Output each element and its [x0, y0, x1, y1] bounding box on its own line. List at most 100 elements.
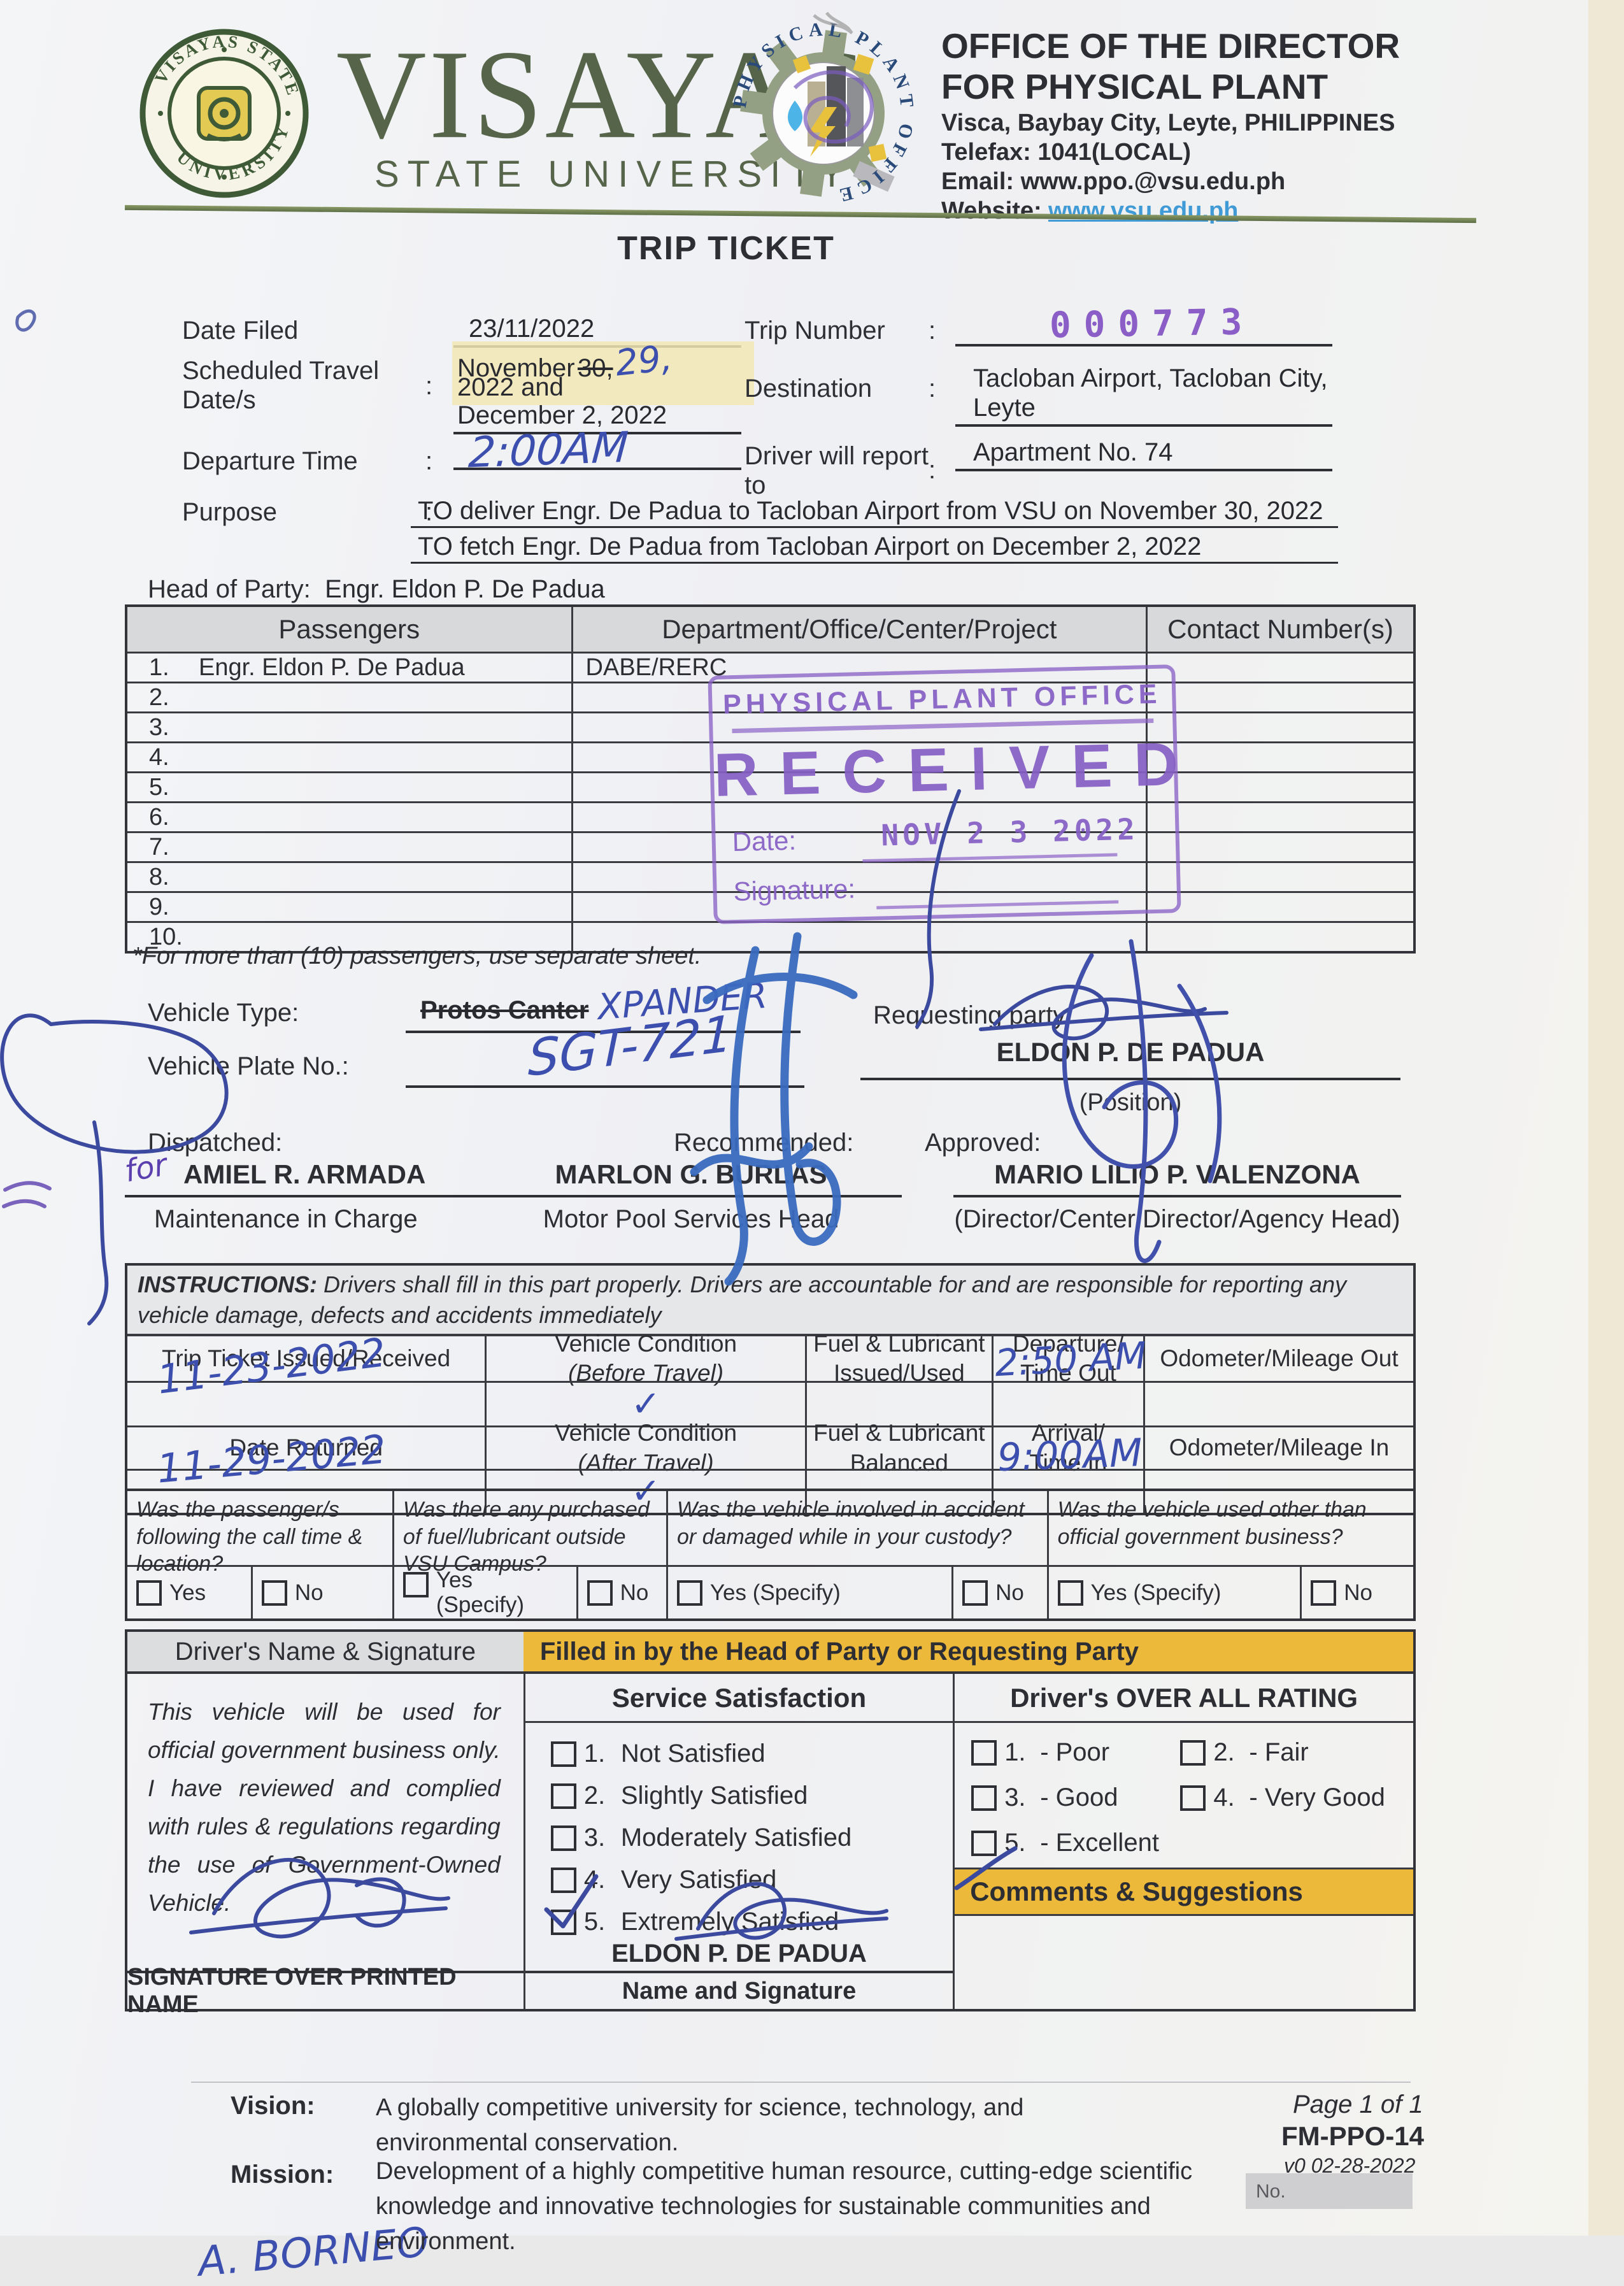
- passenger-dept: [571, 743, 1146, 771]
- answer-cell: Yes (Specify): [1046, 1567, 1300, 1618]
- passenger-dept: [571, 803, 1146, 831]
- sched-label-1: Scheduled Travel: [182, 357, 380, 385]
- rating-option: 2. - Fair: [1180, 1738, 1407, 1767]
- row-number: 2.: [149, 683, 169, 711]
- mission-text: Development of a highly competitive huma…: [376, 2158, 1193, 2255]
- checkbox: [1180, 1740, 1206, 1766]
- passenger-contact: [1146, 713, 1413, 741]
- answer-cell: No: [576, 1567, 666, 1618]
- passenger-dept: [571, 833, 1146, 861]
- row-number: 4.: [149, 743, 169, 771]
- checkbox: [962, 1580, 988, 1606]
- stamp-office-line: PHYSICAL PLANT OFFICE: [722, 678, 1162, 720]
- instr-value-cell: [127, 1469, 485, 1513]
- passenger-row: 5.: [127, 771, 1413, 801]
- row-number: 10.: [149, 923, 183, 950]
- vision-text: A globally competitive university for sc…: [376, 2094, 1024, 2157]
- col-header-contact: Contact Number(s): [1146, 607, 1413, 652]
- vsu-seal-logo: VISAYAS STATE UNIVERSITY: [139, 29, 309, 198]
- rating-option: 4. - Very Good: [1180, 1783, 1407, 1812]
- passenger-contact: [1146, 923, 1413, 951]
- party-printed-name: ELDON P. DE PADUA: [611, 1940, 867, 1968]
- checkbox: [550, 1909, 576, 1935]
- office-email: Email: www.ppo.@vsu.edu.ph: [941, 168, 1286, 195]
- passenger-dept: [571, 863, 1146, 891]
- satisfaction-option: 3. Moderately Satisfied: [550, 1824, 953, 1852]
- passenger-contact: [1146, 833, 1413, 861]
- trip-number-colon: :: [929, 317, 936, 345]
- passenger-row: 7.: [127, 831, 1413, 861]
- trip-number-stamped-value: 000773: [1049, 301, 1255, 346]
- dispatched-name: AMIEL R. ARMADA: [183, 1159, 426, 1189]
- underline: [411, 562, 1338, 564]
- row-number: 6.: [149, 803, 169, 831]
- service-satisfaction-title: Service Satisfaction: [525, 1674, 953, 1723]
- dispatched-for-handwritten: for: [122, 1147, 170, 1190]
- underline: [860, 1078, 1400, 1080]
- form-code: FM-PPO-14: [1281, 2121, 1425, 2151]
- highlight-mark: [452, 341, 754, 405]
- dispatched-label: Dispatched:: [148, 1129, 283, 1157]
- filled-by-header: Filled in by the Head of Party or Reques…: [523, 1632, 1413, 1671]
- underline: [955, 469, 1332, 471]
- instructions-table: INSTRUCTIONS: Drivers shall fill in this…: [125, 1263, 1416, 1516]
- row-number: 7.: [149, 833, 169, 861]
- stamp-date-value: NOV 2 3 2022: [880, 811, 1139, 853]
- checkbox: [971, 1830, 997, 1856]
- vehicle-plate-label: Vehicle Plate No.:: [148, 1052, 349, 1080]
- row-number: 9.: [149, 893, 169, 920]
- checkmark: ✓: [630, 1383, 661, 1425]
- passenger-contact: [1146, 743, 1413, 771]
- departure-label: Departure Time: [182, 447, 358, 475]
- passenger-dept: [571, 923, 1146, 951]
- sched-value-handwritten-day: 29,: [613, 337, 674, 385]
- head-of-party-label: Head of Party:: [148, 575, 311, 603]
- instr-value-cell: [805, 1381, 992, 1426]
- col-header-department: Department/Office/Center/Project: [571, 607, 1146, 652]
- instr-header-cell: Trip Ticket Issued/Received: [127, 1334, 485, 1381]
- passenger-contact: [1146, 893, 1413, 921]
- row-number: 5.: [149, 773, 169, 801]
- passenger-name: Engr. Eldon P. De Padua: [199, 654, 465, 681]
- checkbox: [550, 1825, 576, 1851]
- answer-cell: No: [250, 1567, 392, 1618]
- approved-title: (Director/Center Director/Agency Head): [954, 1205, 1400, 1233]
- recommended-name: MARLON G. BURLAS: [555, 1159, 827, 1189]
- destination-value-2: Leyte: [973, 394, 1036, 422]
- instr-value-cell: ✓: [485, 1381, 805, 1426]
- approved-name: MARIO LILIO P. VALENZONA: [994, 1159, 1360, 1189]
- header: VISAYAS STATE UNIVERSITY VISAYAS STATE U…: [0, 0, 1624, 224]
- checkbox: [136, 1580, 162, 1606]
- overall-rating-cell: Driver's OVER ALL RATING 1. - Poor 2. - Fa…: [953, 1674, 1413, 2009]
- instr-header-cell: Date Returned: [127, 1425, 485, 1469]
- office-title-line1: OFFICE OF THE DIRECTOR: [941, 26, 1400, 66]
- checkbox: [587, 1580, 613, 1606]
- instr-header-cell: Vehicle Condition (After Travel): [485, 1420, 805, 1476]
- recommended-label: Recommended:: [674, 1129, 854, 1157]
- answer-cell: Yes (Specify): [666, 1567, 951, 1618]
- checkbox: [1180, 1785, 1206, 1811]
- checkbox: [676, 1580, 702, 1606]
- rating-option: 1. - Poor: [971, 1738, 1180, 1767]
- pledge-text: This vehicle will be used for official g…: [148, 1699, 501, 1916]
- underline: [953, 1195, 1401, 1197]
- driver-report-label-1: Driver will report: [744, 442, 929, 470]
- satisfaction-option: 4. Very Satisfied: [550, 1866, 953, 1894]
- instr-header-cell: Arrival/Time In: [991, 1420, 1143, 1476]
- time-out-handwritten: 2:50 AM: [994, 1333, 1148, 1385]
- underline: [406, 1085, 804, 1088]
- checkbox: [402, 1572, 429, 1597]
- office-website-label: Website:: [941, 197, 1042, 224]
- ppo-gear-logo: PHYSICAL PLANT OFFICE: [729, 11, 913, 207]
- passengers-note: *For more than (10) passengers, use sepa…: [132, 943, 702, 969]
- vehicle-type-label: Vehicle Type:: [148, 999, 299, 1027]
- passenger-dept: [571, 773, 1146, 801]
- checkbox: [550, 1867, 576, 1893]
- mission-label: Mission:: [231, 2161, 334, 2189]
- instructions-heading-text: Drivers shall fill in this part properly…: [138, 1271, 1347, 1328]
- sched-label-2: Date/s: [182, 386, 256, 414]
- sched-colon: :: [425, 372, 433, 400]
- page-indicator: Page 1 of 1: [1293, 2090, 1423, 2118]
- passenger-dept: [571, 893, 1146, 921]
- purpose-line2: TO fetch Engr. De Padua from Tacloban Ai…: [418, 532, 1202, 561]
